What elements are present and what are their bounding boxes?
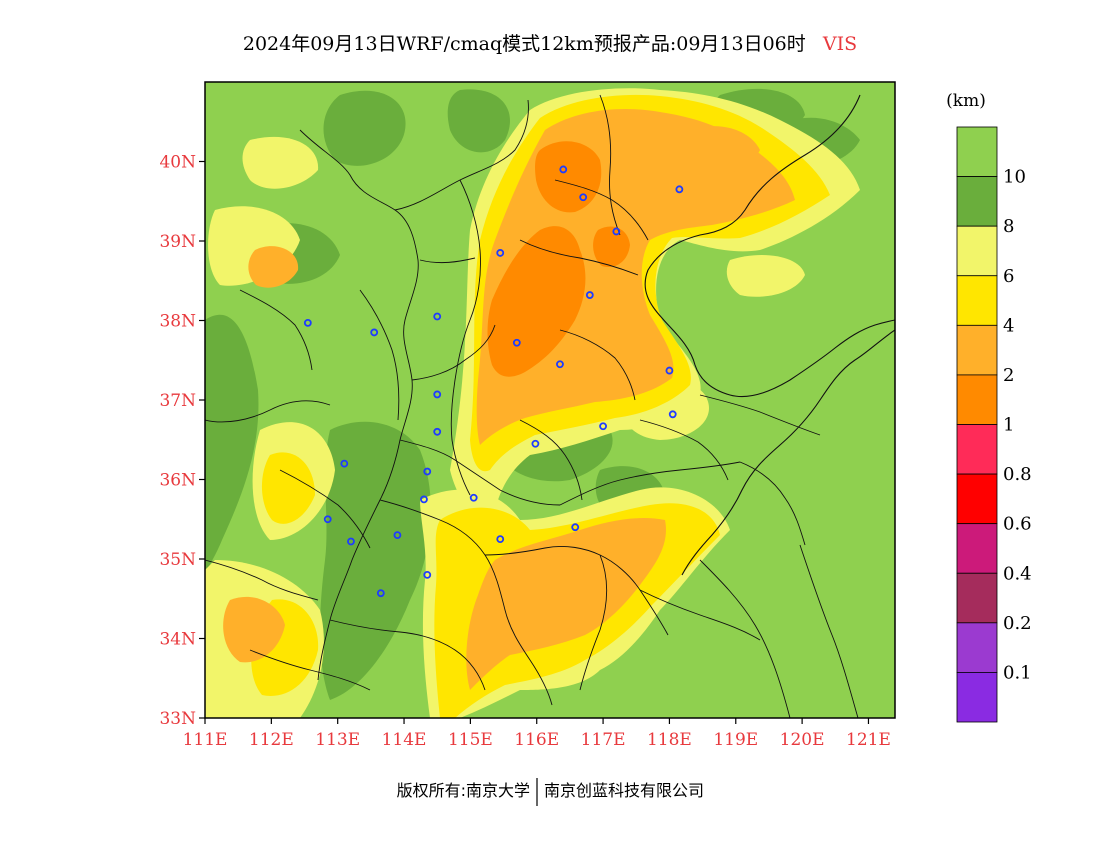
- legend-swatch: [956, 473, 998, 525]
- legend-swatch: [956, 572, 998, 624]
- legend-label: 6: [1003, 266, 1014, 287]
- city-marker: [665, 366, 674, 375]
- city-marker: [531, 439, 540, 448]
- lat-label: 35N: [159, 550, 196, 570]
- figure-title: 2024年09月13日WRF/cmaq模式12km预报产品:09月13日06时 …: [243, 33, 857, 55]
- legend-unit: (km): [946, 91, 986, 111]
- city-marker: [370, 328, 379, 337]
- lat-label: 34N: [159, 630, 196, 650]
- legend-label: 8: [1003, 216, 1014, 237]
- lat-label: 38N: [159, 312, 196, 332]
- city-marker: [323, 515, 332, 524]
- legend-label: 4: [1003, 315, 1014, 336]
- city-marker: [556, 360, 564, 369]
- lat-label: 37N: [159, 391, 196, 411]
- city-marker: [512, 338, 521, 347]
- legend-swatch: [956, 672, 998, 723]
- legend-label: 0.8: [1003, 464, 1032, 485]
- legend-label: 0.1: [1003, 662, 1032, 683]
- city-marker: [599, 422, 607, 431]
- legend-label: 1: [1003, 415, 1014, 436]
- lon-label: 118E: [647, 730, 692, 750]
- legend-swatch: [956, 622, 998, 673]
- lon-label: 115E: [448, 730, 493, 750]
- legend-label: 2: [1003, 365, 1014, 386]
- city-marker: [579, 193, 588, 202]
- lat-label: 40N: [159, 153, 196, 173]
- lat-label: 39N: [159, 232, 196, 252]
- legend-label: 0.2: [1003, 613, 1032, 634]
- city-marker: [433, 427, 442, 436]
- lon-label: 119E: [713, 730, 758, 750]
- legend-swatch: [956, 275, 998, 326]
- footer-copyright: 版权所有:南京大学: [397, 781, 530, 800]
- city-marker: [340, 459, 349, 468]
- legend-swatch: [956, 176, 998, 227]
- lon-label: 112E: [249, 730, 294, 750]
- legend-label: 0.6: [1003, 514, 1032, 535]
- title-variable: VIS: [822, 33, 857, 55]
- city-marker: [393, 531, 402, 540]
- city-marker: [347, 537, 355, 546]
- city-marker: [496, 249, 505, 257]
- city-marker: [433, 312, 442, 321]
- lon-label: 113E: [315, 730, 360, 750]
- city-marker: [303, 318, 312, 327]
- color-legend: 10 8 6 4 2 1 0.8 0.6 0.4 0.2 0.1: [956, 126, 1032, 723]
- coastline: [644, 94, 895, 398]
- legend-swatch: [956, 523, 998, 574]
- city-marker: [423, 467, 432, 476]
- city-marker: [420, 495, 428, 504]
- map-axes: 33N 34N 35N 36N 37N 38N 39N 40N 111E 112E 113E 114E…: [159, 153, 890, 751]
- legend-swatch: [956, 126, 998, 177]
- city-marker: [423, 571, 432, 579]
- lon-label: 120E: [780, 730, 825, 750]
- legend-swatch: [956, 225, 998, 277]
- city-marker: [469, 493, 478, 502]
- legend-swatch: [956, 424, 998, 475]
- lon-label: 117E: [581, 730, 626, 750]
- map-panel: [205, 82, 895, 718]
- lon-label: 121E: [846, 730, 891, 750]
- city-marker: [433, 390, 442, 399]
- city-marker: [675, 185, 684, 194]
- city-marker: [376, 589, 385, 598]
- city-markers: [303, 165, 684, 598]
- legend-swatch: [956, 324, 998, 376]
- city-marker: [559, 165, 568, 174]
- coastline-south: [681, 320, 895, 576]
- title-main: 2024年09月13日WRF/cmaq模式12km预报产品:09月13日06时: [243, 33, 806, 55]
- lon-label: 114E: [382, 730, 427, 750]
- footer-company: 南京创蓝科技有限公司: [544, 781, 704, 800]
- legend-label: 10: [1003, 167, 1026, 188]
- city-marker: [612, 227, 621, 236]
- lat-label: 36N: [159, 471, 196, 491]
- city-marker: [496, 535, 505, 544]
- legend-swatch: [956, 374, 998, 425]
- city-marker: [668, 410, 677, 419]
- lat-label: 33N: [159, 709, 196, 729]
- city-marker: [571, 523, 580, 532]
- legend-label: 0.4: [1003, 563, 1032, 584]
- lon-label: 111E: [183, 730, 228, 750]
- city-marker: [585, 291, 594, 299]
- lon-label: 116E: [514, 730, 559, 750]
- admin-boundaries: [205, 94, 859, 718]
